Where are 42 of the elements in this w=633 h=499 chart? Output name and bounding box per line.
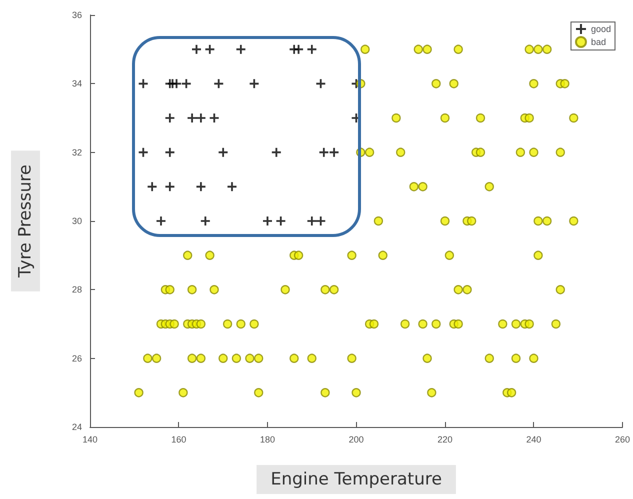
point bbox=[294, 44, 304, 54]
point bbox=[262, 216, 272, 226]
y-tick-label: 30 bbox=[72, 216, 82, 226]
x-tick-label: 220 bbox=[437, 434, 453, 444]
x-tick-label: 160 bbox=[171, 434, 186, 444]
point bbox=[228, 182, 236, 192]
y-tick-label: 36 bbox=[72, 10, 82, 20]
point bbox=[276, 216, 286, 226]
point bbox=[200, 216, 210, 226]
point bbox=[196, 182, 206, 192]
x-tick-label: 260 bbox=[614, 434, 630, 444]
point bbox=[196, 114, 206, 122]
legend-label: good bbox=[590, 24, 612, 34]
point bbox=[188, 114, 197, 122]
point bbox=[307, 44, 316, 54]
point bbox=[165, 148, 174, 157]
point bbox=[172, 79, 182, 88]
point bbox=[330, 148, 339, 157]
point bbox=[156, 216, 166, 226]
point bbox=[236, 44, 246, 54]
x-tick-label: 180 bbox=[260, 434, 276, 444]
legend-label: bad bbox=[590, 37, 606, 47]
point bbox=[165, 114, 174, 122]
y-axis-title: Tyre Pressure bbox=[16, 164, 36, 278]
y-tick-label: 32 bbox=[72, 147, 82, 158]
point bbox=[307, 216, 316, 226]
point bbox=[218, 148, 228, 157]
point bbox=[192, 44, 201, 54]
x-tick-label: 240 bbox=[526, 434, 542, 444]
y-tick-label: 28 bbox=[72, 284, 82, 295]
x-tick-label: 140 bbox=[82, 434, 98, 444]
y-tick-label: 26 bbox=[72, 353, 82, 364]
point bbox=[210, 114, 219, 122]
point bbox=[148, 182, 157, 192]
point bbox=[165, 182, 174, 192]
y-tick-label: 34 bbox=[72, 78, 82, 89]
point bbox=[316, 216, 326, 226]
point bbox=[272, 148, 281, 157]
x-tick-label: 200 bbox=[348, 434, 364, 444]
x-axis-title: Engine Temperature bbox=[270, 470, 442, 490]
y-tick-label: 24 bbox=[72, 422, 82, 432]
point bbox=[319, 148, 328, 157]
